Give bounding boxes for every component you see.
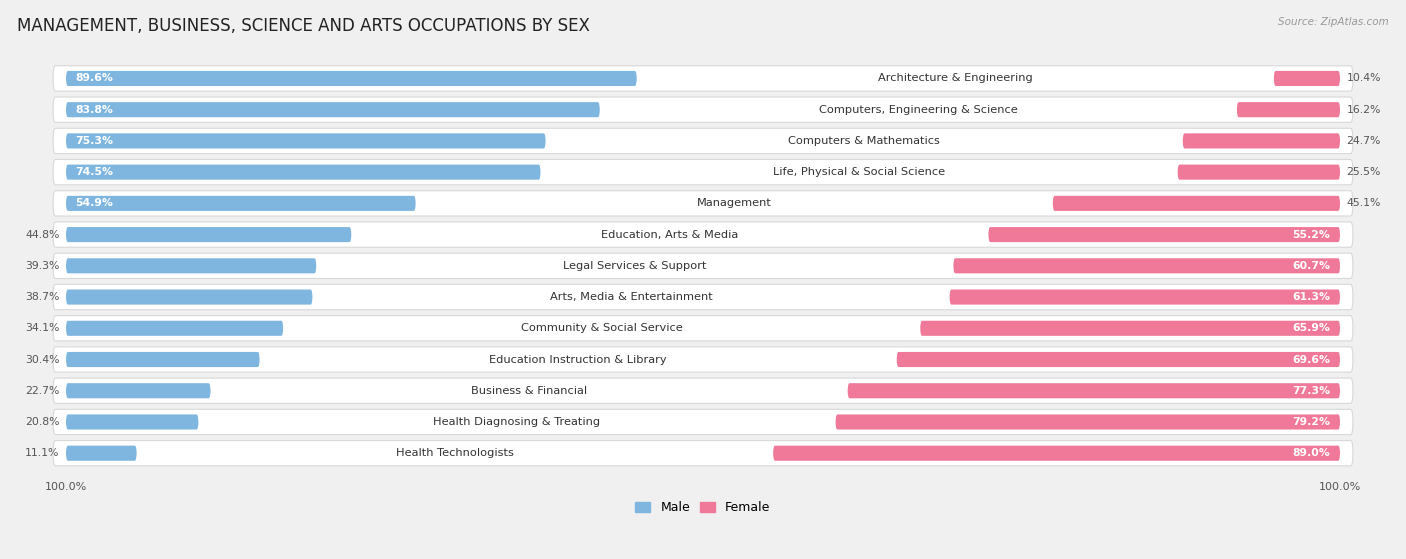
- Text: 11.1%: 11.1%: [25, 448, 59, 458]
- Text: Health Diagnosing & Treating: Health Diagnosing & Treating: [433, 417, 600, 427]
- FancyBboxPatch shape: [53, 347, 1353, 372]
- FancyBboxPatch shape: [66, 227, 352, 242]
- FancyBboxPatch shape: [1178, 164, 1340, 179]
- Text: 79.2%: 79.2%: [1292, 417, 1330, 427]
- Text: Business & Financial: Business & Financial: [471, 386, 588, 396]
- Text: 16.2%: 16.2%: [1347, 105, 1381, 115]
- Text: Architecture & Engineering: Architecture & Engineering: [877, 73, 1032, 83]
- Text: 89.6%: 89.6%: [76, 73, 114, 83]
- Text: 22.7%: 22.7%: [25, 386, 59, 396]
- Text: Computers, Engineering & Science: Computers, Engineering & Science: [818, 105, 1018, 115]
- Text: 75.3%: 75.3%: [76, 136, 114, 146]
- FancyBboxPatch shape: [66, 414, 198, 429]
- FancyBboxPatch shape: [66, 196, 416, 211]
- FancyBboxPatch shape: [773, 446, 1340, 461]
- Text: Life, Physical & Social Science: Life, Physical & Social Science: [773, 167, 945, 177]
- FancyBboxPatch shape: [53, 440, 1353, 466]
- Text: 89.0%: 89.0%: [1292, 448, 1330, 458]
- FancyBboxPatch shape: [897, 352, 1340, 367]
- Text: 25.5%: 25.5%: [1347, 167, 1381, 177]
- FancyBboxPatch shape: [53, 316, 1353, 341]
- Text: 77.3%: 77.3%: [1292, 386, 1330, 396]
- Text: Education, Arts & Media: Education, Arts & Media: [602, 230, 738, 240]
- FancyBboxPatch shape: [953, 258, 1340, 273]
- FancyBboxPatch shape: [835, 414, 1340, 429]
- Text: 10.4%: 10.4%: [1347, 73, 1381, 83]
- FancyBboxPatch shape: [1053, 196, 1340, 211]
- FancyBboxPatch shape: [53, 191, 1353, 216]
- Text: 83.8%: 83.8%: [76, 105, 114, 115]
- Text: 20.8%: 20.8%: [25, 417, 59, 427]
- Text: 61.3%: 61.3%: [1292, 292, 1330, 302]
- FancyBboxPatch shape: [53, 97, 1353, 122]
- FancyBboxPatch shape: [53, 66, 1353, 91]
- Text: 60.7%: 60.7%: [1292, 261, 1330, 271]
- Text: 54.9%: 54.9%: [76, 198, 114, 209]
- Text: 34.1%: 34.1%: [25, 323, 59, 333]
- FancyBboxPatch shape: [66, 71, 637, 86]
- FancyBboxPatch shape: [1182, 134, 1340, 149]
- FancyBboxPatch shape: [66, 383, 211, 399]
- FancyBboxPatch shape: [53, 128, 1353, 154]
- Text: Community & Social Service: Community & Social Service: [520, 323, 682, 333]
- FancyBboxPatch shape: [53, 253, 1353, 278]
- FancyBboxPatch shape: [53, 378, 1353, 404]
- Text: 74.5%: 74.5%: [76, 167, 114, 177]
- FancyBboxPatch shape: [949, 290, 1340, 305]
- FancyBboxPatch shape: [53, 409, 1353, 434]
- FancyBboxPatch shape: [66, 352, 260, 367]
- FancyBboxPatch shape: [988, 227, 1340, 242]
- FancyBboxPatch shape: [66, 102, 600, 117]
- Text: 38.7%: 38.7%: [25, 292, 59, 302]
- FancyBboxPatch shape: [66, 321, 283, 336]
- Text: 45.1%: 45.1%: [1347, 198, 1381, 209]
- FancyBboxPatch shape: [848, 383, 1340, 399]
- Text: 39.3%: 39.3%: [25, 261, 59, 271]
- Text: Management: Management: [697, 198, 772, 209]
- FancyBboxPatch shape: [53, 285, 1353, 310]
- Text: Arts, Media & Entertainment: Arts, Media & Entertainment: [550, 292, 713, 302]
- FancyBboxPatch shape: [66, 446, 136, 461]
- FancyBboxPatch shape: [1237, 102, 1340, 117]
- Text: Health Technologists: Health Technologists: [396, 448, 513, 458]
- Text: Legal Services & Support: Legal Services & Support: [562, 261, 707, 271]
- Text: 44.8%: 44.8%: [25, 230, 59, 240]
- FancyBboxPatch shape: [66, 164, 540, 179]
- Text: 55.2%: 55.2%: [1292, 230, 1330, 240]
- Legend: Male, Female: Male, Female: [630, 496, 776, 519]
- Text: Education Instruction & Library: Education Instruction & Library: [489, 354, 666, 364]
- Text: Computers & Mathematics: Computers & Mathematics: [789, 136, 941, 146]
- FancyBboxPatch shape: [66, 134, 546, 149]
- FancyBboxPatch shape: [921, 321, 1340, 336]
- FancyBboxPatch shape: [53, 159, 1353, 185]
- FancyBboxPatch shape: [66, 290, 312, 305]
- Text: MANAGEMENT, BUSINESS, SCIENCE AND ARTS OCCUPATIONS BY SEX: MANAGEMENT, BUSINESS, SCIENCE AND ARTS O…: [17, 17, 589, 35]
- FancyBboxPatch shape: [66, 258, 316, 273]
- Text: 65.9%: 65.9%: [1292, 323, 1330, 333]
- FancyBboxPatch shape: [1274, 71, 1340, 86]
- Text: 30.4%: 30.4%: [25, 354, 59, 364]
- Text: 24.7%: 24.7%: [1347, 136, 1381, 146]
- Text: 69.6%: 69.6%: [1292, 354, 1330, 364]
- Text: Source: ZipAtlas.com: Source: ZipAtlas.com: [1278, 17, 1389, 27]
- FancyBboxPatch shape: [53, 222, 1353, 247]
